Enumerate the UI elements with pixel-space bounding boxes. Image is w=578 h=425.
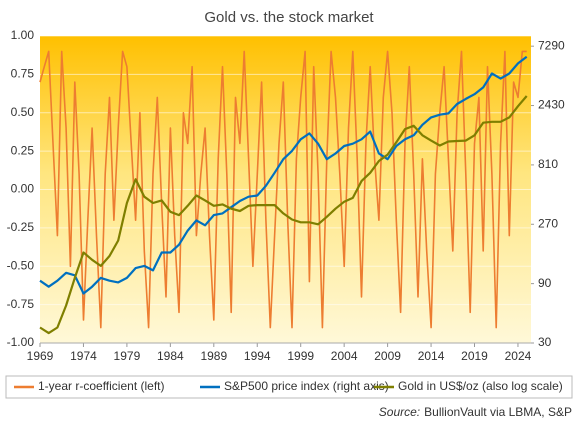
x-tick-label: 2024 [505, 349, 532, 363]
x-tick-label: 1984 [157, 349, 184, 363]
y-tick-label: -0.25 [7, 220, 35, 234]
legend-label: S&P500 price index (right axis) [224, 379, 389, 393]
y-tick-label: 1.00 [11, 28, 35, 42]
series-line [39, 55, 528, 295]
x-tick-label: 1999 [287, 349, 314, 363]
y-tick-label: -1.00 [7, 335, 35, 349]
y-tick-label: 0.75 [11, 67, 35, 81]
x-tick-label: 1979 [114, 349, 141, 363]
y2-tick-label: 30 [538, 335, 552, 349]
legend-label: Gold in US$/oz (also log scale) [398, 379, 563, 393]
x-tick-label: 1974 [70, 349, 97, 363]
chart-title: Gold vs. the stock market [204, 9, 374, 26]
y-tick-label: 0.25 [11, 143, 35, 157]
source-label: Source: [379, 405, 420, 419]
x-tick-label: 1969 [27, 349, 54, 363]
y2-tick-label: 2430 [538, 98, 565, 112]
x-tick-label: 1994 [244, 349, 271, 363]
legend-label: 1-year r-coefficient (left) [38, 379, 165, 393]
y-tick-label: -0.50 [7, 258, 35, 272]
source-text: BullionVault via LBMA, S&P [424, 405, 572, 419]
source: Source: BullionVault via LBMA, S&P [379, 405, 572, 419]
legend-box [5, 375, 573, 399]
y2-tick-label: 7290 [538, 38, 565, 52]
x-tick-label: 2014 [418, 349, 445, 363]
y2-tick-label: 810 [538, 157, 558, 171]
x-tick-label: 2004 [331, 349, 358, 363]
y-tick-label: 0.50 [11, 105, 35, 119]
y-tick-label: 0.00 [11, 182, 35, 196]
y2-tick-label: 270 [538, 216, 558, 230]
series-line [39, 50, 527, 329]
y2-tick-label: 90 [538, 276, 552, 290]
x-tick-label: 2009 [374, 349, 401, 363]
x-tick-label: 1989 [200, 349, 227, 363]
series-line [39, 95, 528, 335]
y-tick-label: -0.75 [7, 297, 35, 311]
x-tick-label: 2019 [461, 349, 488, 363]
